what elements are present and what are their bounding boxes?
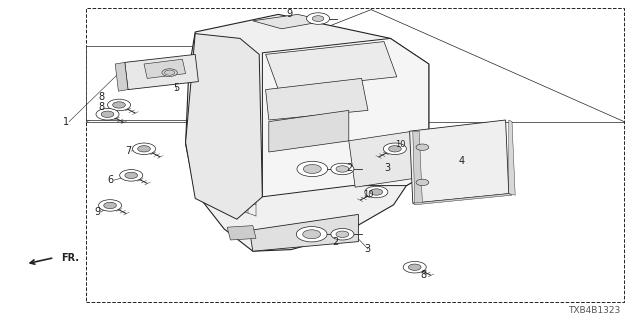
Circle shape xyxy=(296,227,327,242)
Polygon shape xyxy=(266,78,368,120)
Circle shape xyxy=(303,164,321,173)
Polygon shape xyxy=(125,54,198,90)
Polygon shape xyxy=(266,42,397,90)
Text: 2: 2 xyxy=(346,163,353,173)
Polygon shape xyxy=(413,131,422,203)
Circle shape xyxy=(383,143,406,155)
Polygon shape xyxy=(227,226,256,240)
Polygon shape xyxy=(410,120,509,203)
Text: 2: 2 xyxy=(332,237,339,247)
Circle shape xyxy=(403,261,426,273)
Polygon shape xyxy=(253,14,326,29)
Bar xyxy=(86,8,624,302)
Text: 8: 8 xyxy=(98,92,104,102)
Text: 6: 6 xyxy=(108,175,114,185)
Circle shape xyxy=(307,13,330,24)
Text: 3: 3 xyxy=(385,163,391,173)
Circle shape xyxy=(99,200,122,211)
Circle shape xyxy=(164,70,175,75)
Text: FR.: FR. xyxy=(61,253,79,263)
Text: 9: 9 xyxy=(286,9,292,20)
Polygon shape xyxy=(115,62,128,91)
Polygon shape xyxy=(186,14,429,251)
Polygon shape xyxy=(144,59,186,78)
Circle shape xyxy=(336,231,349,237)
Text: 3: 3 xyxy=(364,244,371,254)
Circle shape xyxy=(113,102,125,108)
Circle shape xyxy=(365,186,388,198)
Text: 5: 5 xyxy=(173,83,180,93)
Circle shape xyxy=(162,69,177,76)
Polygon shape xyxy=(86,46,198,120)
Text: 10: 10 xyxy=(363,190,373,199)
Circle shape xyxy=(331,163,354,175)
Polygon shape xyxy=(413,194,512,205)
Text: 1: 1 xyxy=(63,116,69,127)
Circle shape xyxy=(408,264,421,270)
Polygon shape xyxy=(262,38,429,197)
Text: 8: 8 xyxy=(98,102,104,112)
Polygon shape xyxy=(349,131,419,187)
Polygon shape xyxy=(509,120,515,195)
Circle shape xyxy=(108,99,131,111)
Circle shape xyxy=(312,16,324,21)
Text: 4: 4 xyxy=(459,156,465,166)
Polygon shape xyxy=(250,214,358,251)
Circle shape xyxy=(96,108,119,120)
Circle shape xyxy=(331,228,354,240)
Text: TXB4B1323: TXB4B1323 xyxy=(568,306,621,315)
Polygon shape xyxy=(269,110,349,152)
Text: 8: 8 xyxy=(420,269,427,280)
Circle shape xyxy=(370,189,383,195)
Circle shape xyxy=(138,146,150,152)
Circle shape xyxy=(416,179,429,186)
Text: 7: 7 xyxy=(125,146,131,156)
Text: 10: 10 xyxy=(396,140,406,149)
Circle shape xyxy=(303,230,321,239)
Circle shape xyxy=(104,202,116,209)
Circle shape xyxy=(336,166,349,172)
Circle shape xyxy=(120,170,143,181)
Text: 9: 9 xyxy=(95,207,101,218)
Circle shape xyxy=(132,143,156,155)
Polygon shape xyxy=(186,34,262,219)
Circle shape xyxy=(297,161,328,177)
Circle shape xyxy=(416,144,429,150)
Circle shape xyxy=(388,146,401,152)
Circle shape xyxy=(101,111,114,117)
Circle shape xyxy=(125,172,138,179)
